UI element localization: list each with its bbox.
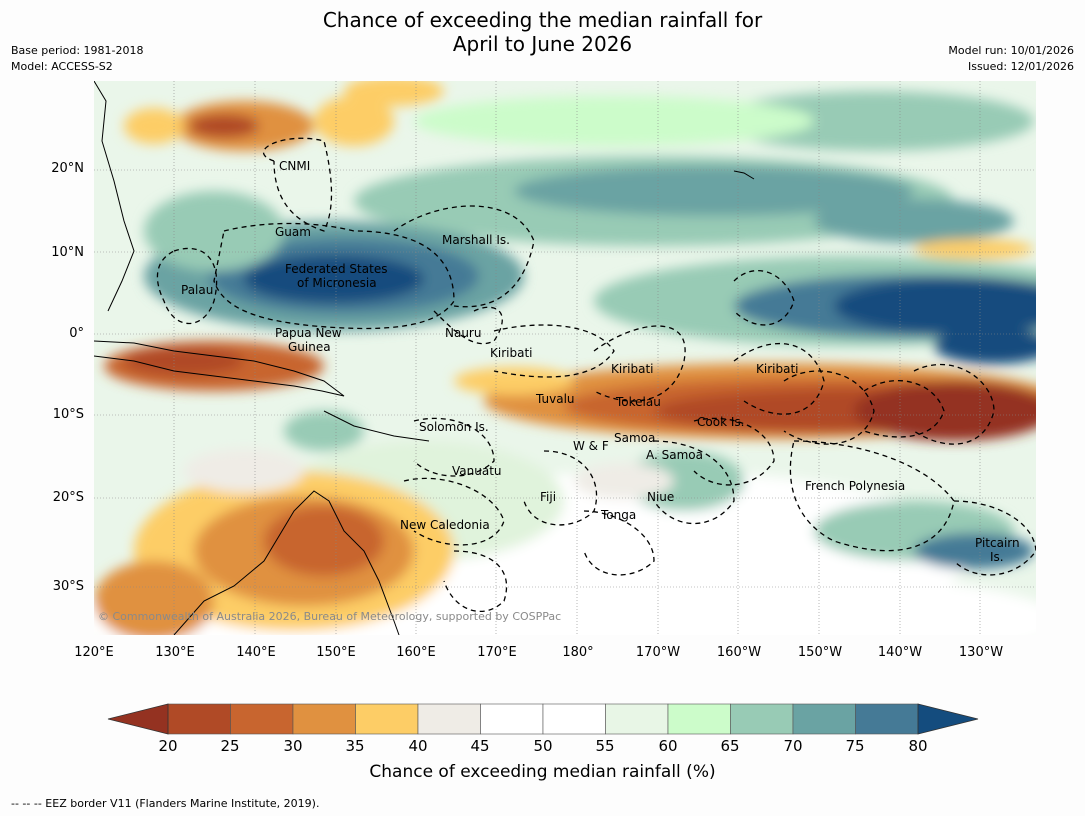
colorbar-cell [730, 703, 794, 735]
colorbar-cell [355, 703, 419, 735]
label-kiribati-central: Kiribati [611, 362, 653, 376]
colorbar-cell [230, 703, 294, 735]
label-samoa: Samoa [614, 431, 655, 445]
colorbar-tick: 75 [845, 737, 865, 755]
lon-label: 140°E [236, 645, 276, 660]
model-run: Model run: 10/01/2026 [948, 44, 1074, 57]
label-cook-is: Cook Is. [697, 415, 744, 429]
label-tuvalu: Tuvalu [535, 392, 575, 406]
label-png-line1: Papua New [275, 326, 342, 340]
colorbar-cell [167, 703, 231, 735]
label-tonga: Tonga [600, 508, 636, 522]
label-kiribati-east: Kiribati [756, 362, 798, 376]
base-period: Base period: 1981-2018 [11, 44, 144, 57]
label-new-caledonia: New Caledonia [400, 518, 490, 532]
label-fsm-line2: of Micronesia [297, 276, 377, 290]
lon-label: 160°W [716, 645, 762, 660]
label-marshall-is: Marshall Is. [442, 233, 510, 247]
lon-label: 150°W [797, 645, 843, 660]
lon-label: 180° [562, 645, 594, 660]
lat-label: 20°N [51, 161, 84, 176]
label-fsm-line1: Federated States [285, 262, 387, 276]
meta-left: Base period: 1981-2018 Model: ACCESS-S2 [11, 43, 143, 75]
label-french-polynesia: French Polynesia [805, 479, 905, 493]
label-guam: Guam [275, 225, 311, 239]
lon-label: 140°W [877, 645, 923, 660]
label-cnmi: CNMI [279, 159, 310, 173]
issued-date: Issued: 12/01/2026 [967, 60, 1074, 73]
colorbar-cell [417, 703, 481, 735]
lon-label: 170°E [477, 645, 517, 660]
model-name: Model: ACCESS-S2 [11, 60, 113, 73]
lat-label: 10°S [52, 407, 84, 422]
lat-label: 0° [69, 326, 84, 341]
label-american-samoa: A. Samoa [646, 448, 703, 462]
colorbar-tick: 45 [470, 737, 490, 755]
colorbar-cell [480, 703, 544, 735]
colorbar-cell [855, 703, 919, 735]
colorbar-tick: 80 [908, 737, 928, 755]
map-title: Chance of exceeding the median rainfall … [0, 8, 1085, 56]
label-fiji: Fiji [540, 490, 556, 504]
copyright-notice: © Commonwealth of Australia 2026, Bureau… [98, 610, 562, 623]
coastlines [94, 81, 755, 635]
colorbar [107, 703, 979, 735]
label-vanuatu: Vanuatu [452, 464, 502, 478]
title-line-2: April to June 2026 [452, 32, 633, 56]
rainfall-map: CNMI Guam Marshall Is. Federated States … [94, 81, 1036, 635]
colorbar-cell [792, 703, 856, 735]
lat-label: 10°N [51, 245, 84, 260]
lon-label: 160°E [396, 645, 436, 660]
lat-label: 20°S [52, 490, 84, 505]
lon-label: 120°E [74, 645, 114, 660]
colorbar-tick: 70 [783, 737, 803, 755]
label-pitcairn-line2: Is. [990, 550, 1004, 564]
lon-label: 150°E [316, 645, 356, 660]
colorbar-cell [605, 703, 669, 735]
label-kiribati-west: Kiribati [490, 346, 532, 360]
colorbar-tick: 60 [658, 737, 678, 755]
meta-right: Model run: 10/01/2026 Issued: 12/01/2026 [948, 43, 1074, 75]
label-solomon-is: Solomon Is. [419, 420, 489, 434]
lon-label: 130°W [958, 645, 1004, 660]
lat-label: 30°S [52, 579, 84, 594]
lon-label: 170°W [635, 645, 681, 660]
label-tokelau: Tokelau [615, 395, 661, 409]
colorbar-cell [542, 703, 606, 735]
colorbar-tick: 25 [220, 737, 240, 755]
label-nauru: Nauru [445, 326, 481, 340]
lon-label: 130°E [155, 645, 195, 660]
colorbar-tick: 35 [345, 737, 365, 755]
label-niue: Niue [647, 490, 674, 504]
colorbar-tick: 55 [595, 737, 615, 755]
label-wallis-futuna: W & F [573, 439, 609, 453]
colorbar-under-arrow [107, 703, 169, 735]
eez-borders [156, 137, 1036, 612]
eez-footnote: -- -- -- EEZ border V11 (Flanders Marine… [11, 797, 320, 810]
colorbar-tick: 20 [158, 737, 178, 755]
title-line-1: Chance of exceeding the median rainfall … [322, 8, 763, 32]
colorbar-tick: 30 [283, 737, 303, 755]
colorbar-cells [167, 703, 919, 735]
label-pitcairn-line1: Pitcairn [975, 536, 1020, 550]
label-palau: Palau [181, 283, 213, 297]
colorbar-tick: 50 [533, 737, 553, 755]
colorbar-title: Chance of exceeding median rainfall (%) [369, 762, 716, 782]
colorbar-cell [292, 703, 356, 735]
colorbar-over-arrow [917, 703, 979, 735]
colorbar-cell [667, 703, 731, 735]
colorbar-tick: 65 [720, 737, 740, 755]
colorbar-tick: 40 [408, 737, 428, 755]
label-png-line2: Guinea [288, 340, 331, 354]
rainfall-field [94, 81, 1036, 635]
